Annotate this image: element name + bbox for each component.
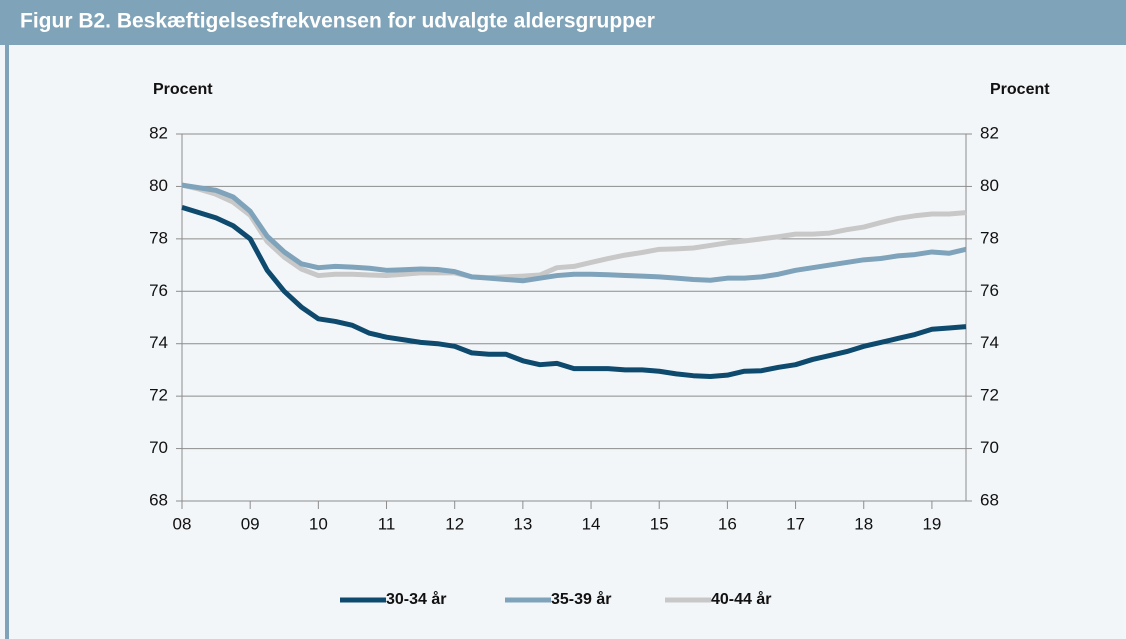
x-tick-label: 17 xyxy=(786,514,805,533)
y-tick-label: 70 xyxy=(149,438,168,457)
x-tick-label: 14 xyxy=(582,514,601,533)
x-tick-label: 19 xyxy=(922,514,941,533)
y2-tick-label: 68 xyxy=(980,490,999,509)
y2-tick-label: 80 xyxy=(980,176,999,195)
chart-title: Figur B2. Beskæftigelsesfrekvensen for u… xyxy=(20,10,655,33)
y2-axis-label: Procent xyxy=(990,81,1050,98)
series-line xyxy=(181,182,967,281)
y2-tick-label: 78 xyxy=(980,228,999,247)
series-line xyxy=(181,182,967,284)
y2-tick-label: 70 xyxy=(980,438,999,457)
x-tick-label: 10 xyxy=(309,514,328,533)
y-tick-label: 76 xyxy=(149,281,168,300)
y-tick-label: 74 xyxy=(149,333,168,352)
y2-tick-label: 72 xyxy=(980,386,999,405)
y-tick-label: 78 xyxy=(149,228,168,247)
y2-tick-label: 76 xyxy=(980,281,999,300)
header-bar xyxy=(0,0,1126,45)
x-tick-label: 11 xyxy=(378,514,396,533)
y-axis-label: Procent xyxy=(153,81,213,98)
series-line xyxy=(181,205,967,379)
y-tick-label: 80 xyxy=(149,176,168,195)
x-tick-label: 13 xyxy=(513,514,532,533)
legend-label: 30-34 år xyxy=(386,590,447,608)
y2-tick-label: 82 xyxy=(980,123,999,142)
y-tick-label: 82 xyxy=(149,123,168,142)
x-tick-label: 08 xyxy=(173,514,192,533)
y2-tick-label: 74 xyxy=(980,333,999,352)
x-tick-label: 15 xyxy=(650,514,669,533)
left-border xyxy=(5,45,9,639)
x-tick-label: 09 xyxy=(241,514,260,533)
x-tick-label: 18 xyxy=(854,514,873,533)
x-tick-label: 16 xyxy=(718,514,737,533)
legend-label: 35-39 år xyxy=(551,590,612,608)
x-tick-label: 12 xyxy=(445,514,464,533)
y-tick-label: 68 xyxy=(149,490,168,509)
legend-label: 40-44 år xyxy=(711,590,772,608)
y-tick-label: 72 xyxy=(149,386,168,405)
